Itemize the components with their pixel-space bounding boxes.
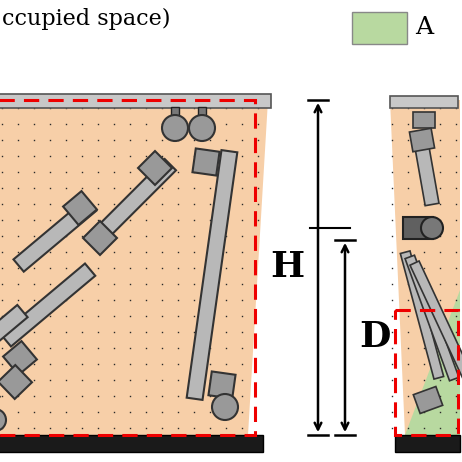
Circle shape [162, 115, 188, 141]
Polygon shape [63, 191, 97, 225]
Polygon shape [208, 371, 236, 399]
Polygon shape [193, 148, 219, 176]
Polygon shape [405, 255, 459, 381]
Polygon shape [13, 198, 97, 272]
Polygon shape [403, 217, 433, 239]
Polygon shape [0, 305, 28, 375]
Polygon shape [413, 134, 439, 206]
Polygon shape [83, 221, 117, 255]
Polygon shape [187, 150, 237, 400]
Polygon shape [94, 159, 176, 241]
Text: D: D [359, 320, 390, 354]
Polygon shape [171, 107, 179, 119]
Text: ccupied space): ccupied space) [2, 8, 170, 30]
Bar [0, 94, 271, 108]
Polygon shape [1, 263, 95, 346]
Circle shape [421, 217, 443, 239]
Circle shape [0, 409, 6, 431]
Bar [395, 435, 460, 452]
Polygon shape [138, 151, 172, 185]
Bar [352, 12, 407, 44]
Text: A: A [415, 17, 433, 39]
Polygon shape [0, 100, 268, 435]
Bar [0, 435, 263, 452]
Circle shape [212, 394, 238, 420]
Polygon shape [3, 341, 37, 375]
Polygon shape [0, 365, 32, 399]
Polygon shape [405, 290, 460, 435]
Polygon shape [410, 261, 462, 383]
Text: H: H [270, 250, 304, 284]
Polygon shape [198, 107, 206, 119]
Polygon shape [401, 251, 444, 379]
Bar [390, 96, 458, 108]
Polygon shape [409, 128, 435, 152]
Polygon shape [413, 112, 435, 128]
Polygon shape [390, 100, 460, 435]
Polygon shape [413, 387, 443, 413]
Circle shape [189, 115, 215, 141]
